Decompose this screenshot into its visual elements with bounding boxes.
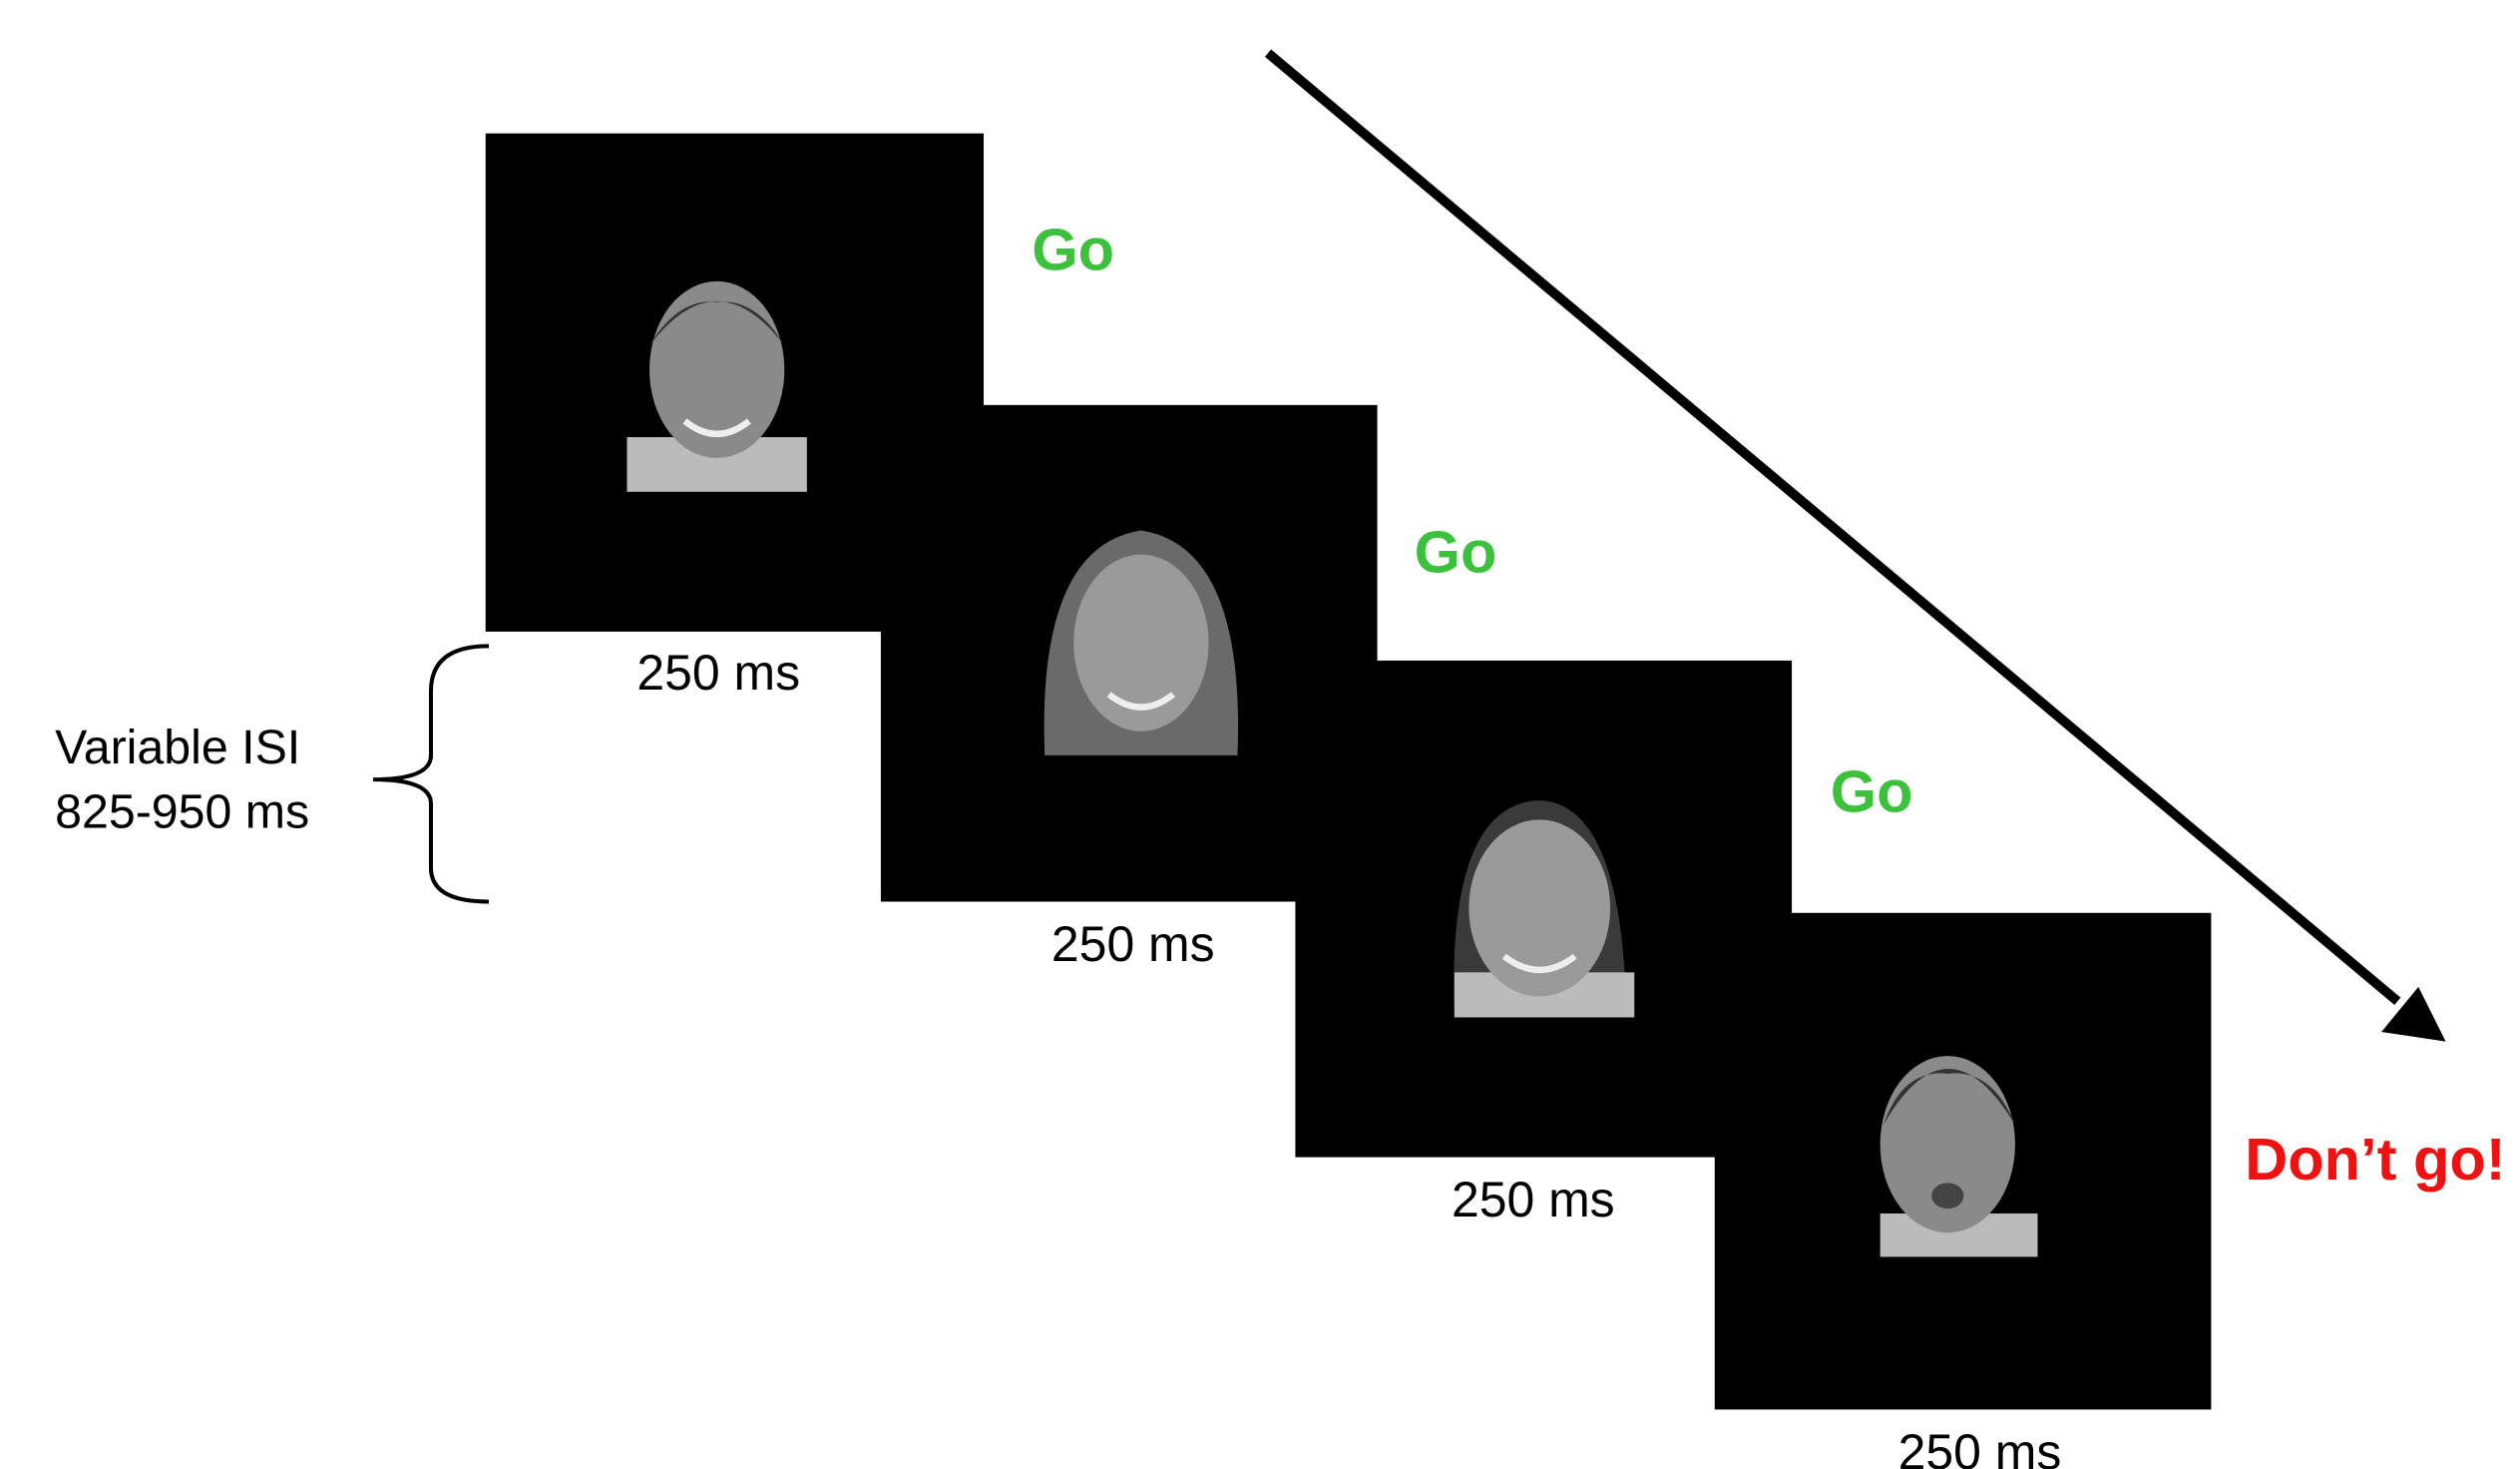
isi-range: 825-950 ms <box>55 784 309 838</box>
duration-label: 250 ms <box>1898 1424 2062 1469</box>
isi-label: Variable ISI <box>55 721 300 774</box>
duration-label: 250 ms <box>1051 916 1215 972</box>
isi-brace <box>373 646 489 901</box>
cue-label: Go <box>1032 217 1114 283</box>
page: Go/No-Go task diagram {"isi": {"lines": … <box>0 0 2520 1469</box>
duration-label: 250 ms <box>1452 1172 1615 1227</box>
diagram: 250 ms Go 250 ms Go 250 ms Go <box>0 0 2520 1469</box>
body: 250 ms Go 250 ms Go 250 ms Go <box>0 0 2520 1469</box>
cue-label: Don’t go! <box>2245 1126 2505 1193</box>
cue-label: Go <box>1415 518 1497 585</box>
duration-label: 250 ms <box>636 645 800 701</box>
cue-label: Go <box>1831 757 1913 824</box>
